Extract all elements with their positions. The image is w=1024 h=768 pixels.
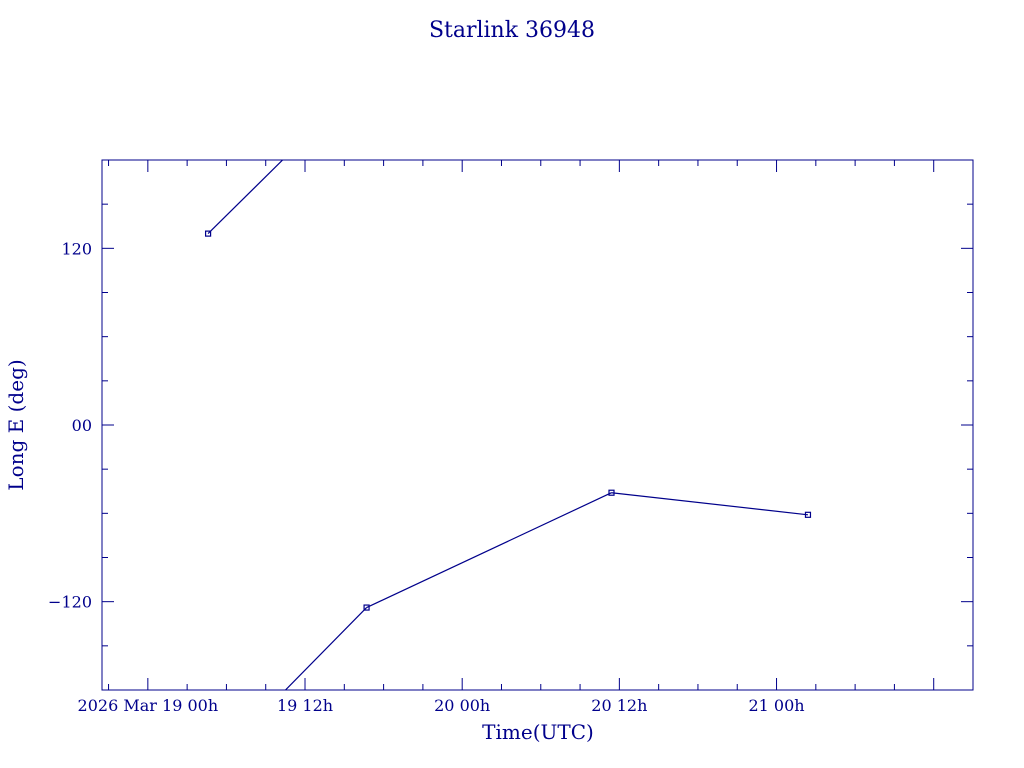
y-tick-label: −120 <box>48 593 92 612</box>
x-tick-label: 2026 Mar 19 00h <box>78 696 219 715</box>
x-tick-label: 19 12h <box>277 696 333 715</box>
series-layer <box>204 160 812 690</box>
y-tick-label: 120 <box>61 239 92 258</box>
y-tick-label: 00 <box>72 416 92 435</box>
x-tick-label: 20 12h <box>591 696 647 715</box>
ticks-layer: 2026 Mar 19 00h 19 12h 20 00h 20 12h 21 00h 1… <box>48 160 974 715</box>
data-point <box>804 511 812 518</box>
y-axis-label: Long E (deg) <box>4 359 28 490</box>
data-point <box>363 604 370 611</box>
series-line <box>207 160 809 690</box>
x-tick-label: 21 00h <box>748 696 804 715</box>
plot-frame <box>101 159 974 691</box>
series-segment <box>207 160 284 235</box>
data-point <box>204 230 212 237</box>
chart-title: Starlink 36948 <box>429 18 595 43</box>
series-segment <box>611 492 809 516</box>
x-tick-label: 20 00h <box>434 696 490 715</box>
series-segment <box>284 607 368 690</box>
series-segment <box>366 492 612 609</box>
data-point <box>608 489 615 496</box>
plot-area <box>101 159 974 691</box>
x-axis-label: Time(UTC) <box>482 720 594 744</box>
